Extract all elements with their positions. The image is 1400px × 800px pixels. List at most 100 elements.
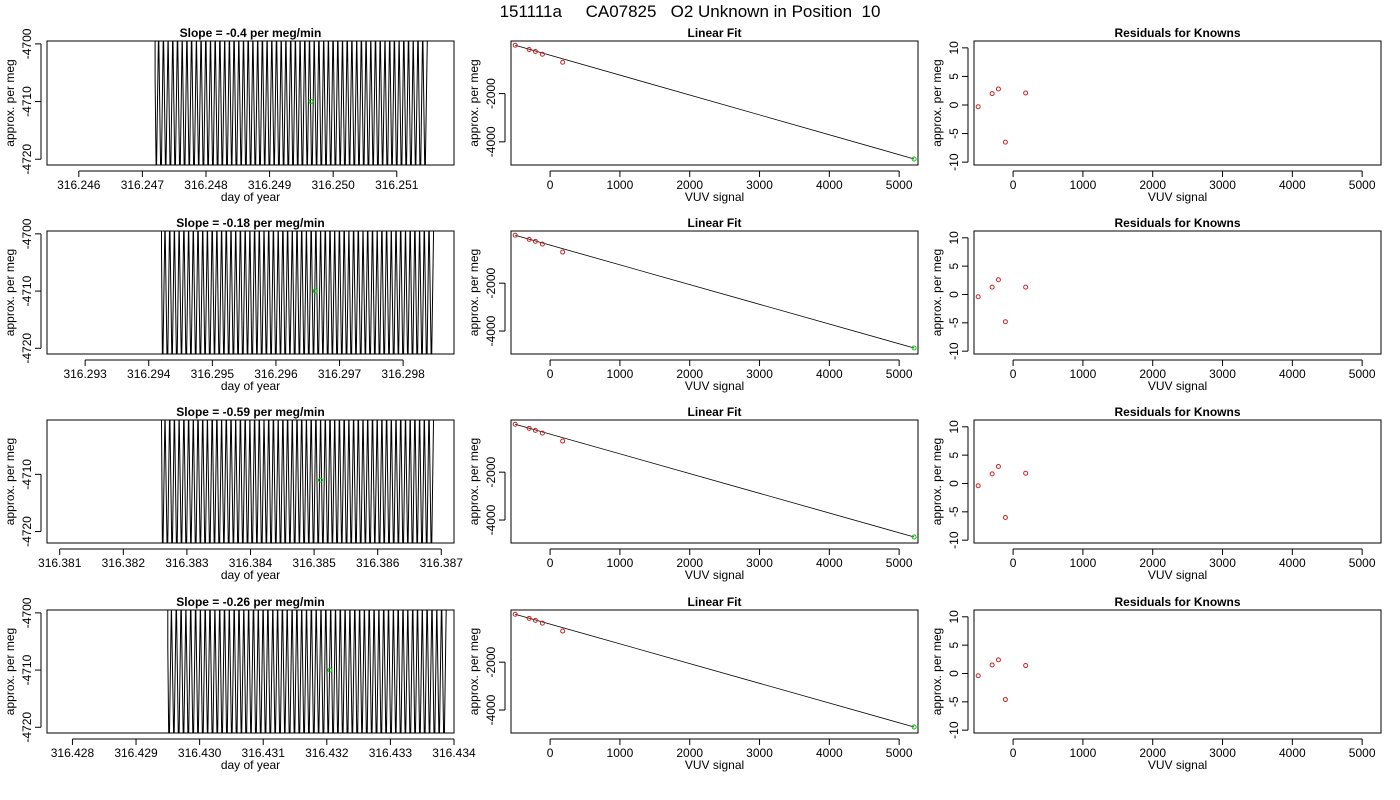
x-tick-label: 3000	[746, 746, 773, 760]
panel-3: 0 1000 2000 3000 4000 5000 10 5 0 -5 -10 Residuals …	[930, 26, 1382, 204]
x-tick-label: 0	[547, 367, 554, 381]
panel-10: 316.428 316.429 316.430 316.431 316.432 316.4…	[3, 595, 476, 772]
panel-title: Linear Fit	[687, 405, 741, 419]
plot-area	[161, 231, 435, 354]
x-tick-label: 316.248	[184, 178, 228, 192]
known-point	[539, 51, 545, 57]
x-tick-label: 5000	[1349, 556, 1376, 570]
panel-9: 0 1000 2000 3000 4000 5000 10 5 0 -5 -10 Residuals …	[930, 405, 1382, 582]
residual-point	[989, 662, 995, 668]
fit-line	[515, 44, 915, 160]
x-tick-label: 316.251	[375, 178, 419, 192]
x-tick-label: 2000	[676, 556, 703, 570]
x-tick-label: 5000	[886, 178, 913, 192]
residual-point	[989, 284, 995, 290]
plot-frame	[46, 609, 455, 734]
y-tick-label: -4720	[20, 333, 34, 364]
x-tick-label: 1000	[607, 746, 634, 760]
y-tick-label: -2000	[484, 457, 498, 488]
x-tick-label: 316.429	[114, 746, 158, 760]
plot-frame	[973, 609, 1382, 734]
residual-point	[1002, 514, 1008, 520]
residual-point	[1023, 284, 1029, 290]
y-tick-label: -4710	[20, 459, 34, 490]
known-point	[560, 59, 566, 65]
trace-line	[154, 41, 428, 165]
panel-4: 316.293 316.294 316.295 316.296 316.297 316.2…	[3, 216, 455, 393]
x-tick-label: 316.431	[242, 746, 286, 760]
x-tick-label: 2000	[1139, 746, 1166, 760]
y-tick-label: 0	[947, 670, 961, 677]
unknown-point	[317, 477, 323, 483]
x-axis-label: VUV signal	[685, 190, 744, 204]
known-point	[532, 617, 538, 623]
y-tick-label: -2000	[484, 78, 498, 109]
residual-point	[1023, 663, 1029, 669]
plot-frame	[510, 419, 919, 544]
x-tick-label: 316.249	[248, 178, 292, 192]
x-tick-label: 316.247	[121, 178, 165, 192]
residual-point	[975, 294, 981, 300]
x-tick-label: 3000	[1209, 746, 1236, 760]
panel-title: Slope = -0.18 per meg/min	[176, 216, 324, 230]
x-tick-label: 3000	[746, 178, 773, 192]
y-tick-label: -4720	[20, 712, 34, 743]
x-tick-label: 316.296	[254, 367, 298, 381]
x-tick-label: 1000	[607, 556, 634, 570]
known-point	[560, 249, 566, 255]
residual-point	[1002, 319, 1008, 325]
panel-8: 0 1000 2000 3000 4000 5000 -2000 -4000 Linear Fi…	[467, 405, 919, 582]
fit-line	[515, 234, 915, 349]
y-tick-label: -10	[947, 342, 961, 360]
known-point	[532, 48, 538, 54]
plot-area	[161, 420, 435, 543]
plot-area	[154, 41, 428, 165]
panel-7: 316.381 316.382 316.383 316.384 316.385 316.3…	[3, 405, 464, 582]
known-point	[560, 438, 566, 444]
plot-area	[975, 86, 1029, 145]
x-axis-label: VUV signal	[685, 758, 744, 772]
plot-frame	[510, 40, 919, 166]
y-tick-label: -4710	[20, 275, 34, 306]
y-axis-label: approx. per meg	[930, 59, 944, 146]
y-axis-label: approx. per meg	[3, 438, 17, 525]
plot-frame	[973, 419, 1382, 544]
panel-1: 316.246 316.247 316.248 316.249 316.250 316.2…	[3, 26, 455, 204]
fit-line	[515, 613, 915, 728]
x-tick-label: 4000	[816, 178, 843, 192]
x-tick-label: 4000	[816, 367, 843, 381]
x-tick-label: 0	[1010, 367, 1017, 381]
panel-title: Residuals for Knowns	[1114, 595, 1240, 609]
known-point	[539, 620, 545, 626]
panel-title: Residuals for Knowns	[1114, 216, 1240, 230]
panel-title: Residuals for Knowns	[1114, 26, 1240, 40]
known-point	[539, 430, 545, 436]
x-tick-label: 5000	[1349, 367, 1376, 381]
y-axis-label: approx. per meg	[930, 628, 944, 715]
plot-frame	[973, 230, 1382, 355]
x-tick-label: 0	[547, 178, 554, 192]
x-tick-label: 2000	[1139, 367, 1166, 381]
y-tick-label: -4000	[484, 315, 498, 346]
y-axis-label: approx. per meg	[3, 59, 17, 146]
y-tick-label: -4700	[20, 28, 34, 59]
y-tick-label: -4720	[20, 516, 34, 547]
y-axis-label: approx. per meg	[467, 438, 481, 525]
panel-title: Residuals for Knowns	[1114, 405, 1240, 419]
plot-area	[975, 277, 1029, 325]
x-tick-label: 5000	[886, 556, 913, 570]
unknown-point	[911, 156, 917, 162]
panel-6: 0 1000 2000 3000 4000 5000 10 5 0 -5 -10 Residuals …	[930, 216, 1382, 393]
trace-line	[161, 420, 435, 543]
y-tick-label: 5	[947, 73, 961, 80]
residual-point	[975, 483, 981, 489]
x-tick-label: 0	[1010, 178, 1017, 192]
plot-area	[512, 421, 917, 540]
y-axis-label: approx. per meg	[3, 628, 17, 715]
x-tick-label: 316.387	[420, 556, 464, 570]
x-tick-label: 316.430	[178, 746, 222, 760]
x-tick-label: 316.432	[305, 746, 349, 760]
known-point	[526, 615, 532, 621]
x-axis-label: VUV signal	[1148, 190, 1207, 204]
unknown-point	[911, 534, 917, 540]
